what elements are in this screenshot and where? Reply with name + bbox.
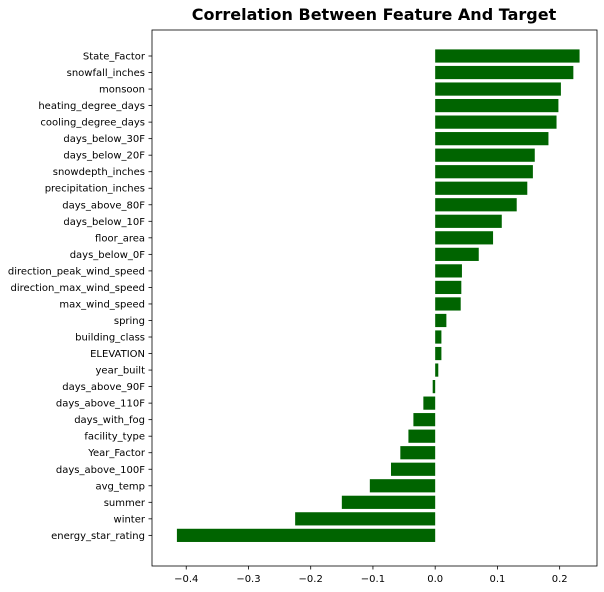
bar-days-above-110f xyxy=(423,396,436,410)
y-tick-label: days_below_0F xyxy=(70,250,146,261)
y-tick-label: days_above_90F xyxy=(62,382,145,393)
y-tick-label: days_below_30F xyxy=(63,134,145,145)
bar-summer xyxy=(341,495,436,509)
bar-days-below-20f xyxy=(435,148,535,162)
y-tick-label: avg_temp xyxy=(95,481,145,492)
bar-year-built xyxy=(435,363,439,377)
y-tick-label: days_above_110F xyxy=(56,399,145,410)
y-tick-label: ELEVATION xyxy=(90,349,145,360)
y-tick-label: facility_type xyxy=(84,432,145,443)
y-tick-label: snowfall_inches xyxy=(67,68,145,79)
bar-avg-temp xyxy=(369,479,436,493)
bar-floor-area xyxy=(435,231,494,245)
y-tick-label: days_above_100F xyxy=(56,465,145,476)
bar-direction-max-wind-speed xyxy=(435,280,462,295)
bar-days-with-fog xyxy=(413,413,436,427)
x-tick-label: −0.4 xyxy=(174,574,198,585)
y-tick-label: max_wind_speed xyxy=(59,299,145,310)
y-tick-label: cooling_degree_days xyxy=(40,118,145,129)
bar-days-above-80f xyxy=(435,198,517,212)
bar-precipitation-inches xyxy=(435,181,528,195)
bar-days-above-100f xyxy=(390,462,436,476)
y-tick-label: spring xyxy=(114,316,145,327)
x-tick-label: 0.1 xyxy=(489,574,505,585)
bar-max-wind-speed xyxy=(435,297,461,311)
bar-year-factor xyxy=(400,446,436,460)
bar-spring xyxy=(435,313,447,328)
bar-monsoon xyxy=(435,82,561,96)
bar-heating-degree-days xyxy=(435,98,559,113)
y-tick-label: precipitation_inches xyxy=(45,184,145,195)
bar-building-class xyxy=(435,330,442,344)
y-tick-label: days_with_fog xyxy=(74,415,145,426)
y-tick-label: State_Factor xyxy=(83,52,146,63)
bar-days-below-10f xyxy=(435,214,502,228)
y-tick-label: days_above_80F xyxy=(62,200,145,211)
bar-facility-type xyxy=(408,429,436,443)
x-tick-label: 0.2 xyxy=(552,574,568,585)
bar-snowfall-inches xyxy=(435,65,574,80)
x-tick-label: −0.2 xyxy=(299,574,323,585)
y-tick-label: Year_Factor xyxy=(87,448,146,459)
bar-energy-star-rating xyxy=(176,528,436,542)
bar-direction-peak-wind-speed xyxy=(435,264,462,278)
x-ticks: −0.4 −0.3 −0.2 −0.1 0.0 0.1 0.2 xyxy=(174,566,568,585)
plot-frame xyxy=(151,29,598,567)
x-tick-label: −0.1 xyxy=(361,574,385,585)
y-tick-label: days_below_10F xyxy=(63,217,145,228)
bar-days-above-90f xyxy=(432,380,436,394)
y-tick-label: heating_degree_days xyxy=(38,101,145,112)
y-tick-label: year_built xyxy=(96,366,146,377)
y-tick-label: direction_max_wind_speed xyxy=(11,283,145,294)
bar-elevation xyxy=(435,346,442,361)
y-tick-label: building_class xyxy=(75,333,145,344)
y-tick-label: energy_star_rating xyxy=(51,531,145,542)
y-tick-label: floor_area xyxy=(95,233,145,244)
bar-snowdepth-inches xyxy=(435,165,533,179)
bar-days-below-30f xyxy=(435,132,549,146)
bars-group xyxy=(176,49,580,542)
y-tick-label: direction_peak_wind_speed xyxy=(8,266,145,277)
y-tick-label: days_below_20F xyxy=(63,151,145,162)
y-tick-label: snowdepth_inches xyxy=(53,167,145,178)
x-tick-label: 0.0 xyxy=(427,574,443,585)
bar-days-below-0f xyxy=(435,247,479,261)
y-tick-label: winter xyxy=(114,514,146,525)
y-tick-label: summer xyxy=(104,498,146,509)
chart-title: Correlation Between Feature And Target xyxy=(192,5,557,24)
bar-cooling-degree-days xyxy=(435,115,557,129)
bar-winter xyxy=(295,512,436,526)
x-tick-label: −0.3 xyxy=(236,574,260,585)
y-tick-label: monsoon xyxy=(99,85,145,96)
bar-state-factor xyxy=(435,49,580,63)
